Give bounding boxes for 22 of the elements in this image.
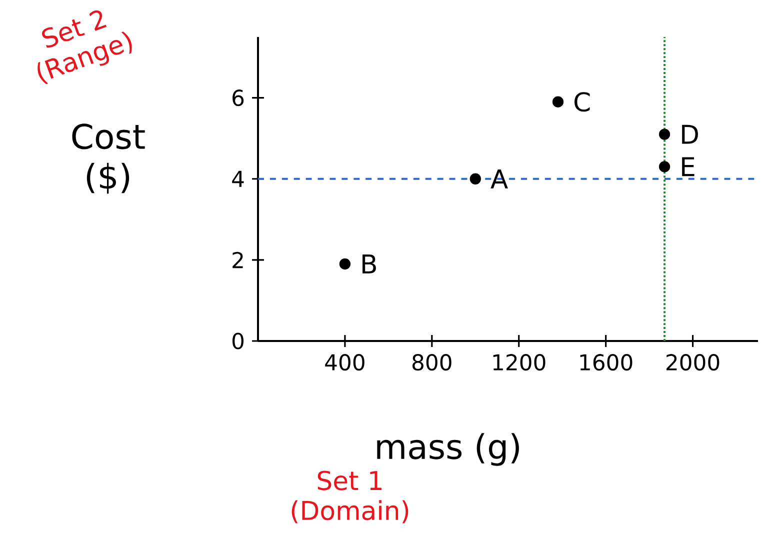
point xyxy=(658,128,670,140)
point xyxy=(658,161,670,172)
annotation: D xyxy=(682,124,698,144)
x-tick-label: 1600 xyxy=(580,354,632,371)
point xyxy=(552,96,564,108)
annotation: A xyxy=(490,169,508,188)
text: Set 1 (Domain) xyxy=(292,470,408,524)
point xyxy=(339,258,351,270)
point xyxy=(470,173,481,184)
y-tick-label: 6 xyxy=(232,90,244,106)
y-tick-label: 4 xyxy=(232,170,244,187)
x-tick-label: 2000 xyxy=(666,354,720,371)
y-axis-title: Cost ($) xyxy=(72,124,145,194)
y-tick-label: 2 xyxy=(232,252,243,268)
annotation: C xyxy=(574,92,590,112)
x-tick-label: 800 xyxy=(412,354,452,371)
x-axis-title: mass (g) xyxy=(377,433,519,466)
annotation: B xyxy=(362,254,376,274)
x-tick-label: 400 xyxy=(325,354,364,371)
y-tick-label: 0 xyxy=(232,332,244,350)
x-tick-label: 1200 xyxy=(493,354,546,371)
annotation: E xyxy=(682,157,694,176)
